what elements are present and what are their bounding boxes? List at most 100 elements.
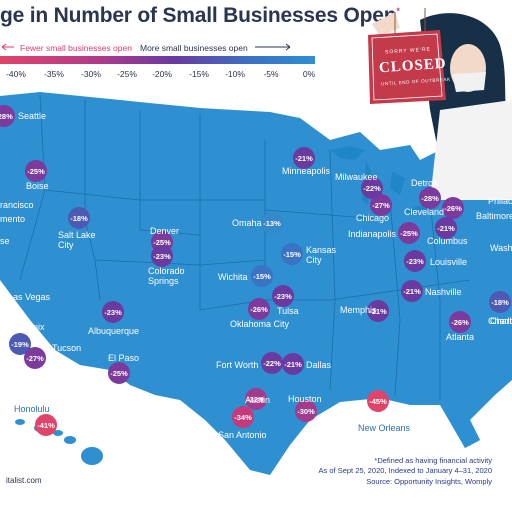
gulf <box>300 400 440 512</box>
city-label: Chicago <box>356 213 390 223</box>
city-label: Phoenix <box>12 322 45 332</box>
city-label: Tulsa <box>277 306 299 316</box>
city-value-bubble: -26% <box>248 298 270 320</box>
partial-label-charl: Charl <box>490 316 512 326</box>
city-value-bubble: -41% <box>35 414 57 436</box>
partial-label-se: se <box>0 236 10 246</box>
lake-huron <box>390 172 405 195</box>
legend-left-label: Fewer small businesses open <box>20 43 132 53</box>
footnote-line3: Source: Opportunity Insights, Womply <box>366 477 492 486</box>
legend-tick: -35% <box>44 69 64 79</box>
city-label: Memphis <box>340 305 377 315</box>
city-label: Nashville <box>425 287 462 297</box>
legend-tick: 0% <box>302 69 316 79</box>
city-label: Dallas <box>306 360 332 370</box>
city-label: Fort Worth <box>216 360 259 370</box>
florida <box>443 408 480 448</box>
lake-superior <box>330 146 365 160</box>
city-label: Albuquerque <box>88 326 140 336</box>
city-value-bubble: -26% <box>449 311 471 333</box>
legend-tick: -10% <box>225 69 245 79</box>
city-label: Honolulu <box>14 404 50 414</box>
city-label: New Orleans <box>358 423 411 433</box>
city-value-bubble: -21% <box>282 353 304 375</box>
legend-tick: -25% <box>117 69 137 79</box>
legend-colorbar <box>0 56 315 64</box>
chart-title: ge in Number of Small Businesses Open* <box>0 4 400 27</box>
city-label: Houston <box>288 394 322 404</box>
partial-label-baltimore: Baltimore <box>476 211 512 221</box>
state-borders <box>19 94 471 400</box>
city-label: Salt Lake City <box>58 230 96 250</box>
closed-sign <box>368 8 446 104</box>
city-value-bubble: -21% <box>401 280 423 302</box>
partial-label-rancisco: rancisco <box>0 200 34 210</box>
legend-tick: -15% <box>189 69 209 79</box>
city-label: Kansas City <box>306 245 337 265</box>
city-label: El Paso <box>108 353 140 363</box>
partial-label-wash: Wash <box>490 243 512 253</box>
city-value-bubble: -32% <box>245 388 267 410</box>
city-label: Louisville <box>430 257 468 267</box>
legend-right-label: More small businesses open <box>140 43 248 53</box>
city-value-bubble: -22% <box>361 177 383 199</box>
city-label: Oklahoma City <box>230 319 290 329</box>
city-value-bubble: -22% <box>261 352 283 374</box>
legend-tick: -5% <box>263 69 279 79</box>
footnote-line1: *Defined as having financial activity <box>374 456 492 465</box>
partial-label-philac: Philac <box>488 196 512 206</box>
city-value-bubble: -28% <box>0 105 15 127</box>
city-label: Omaha <box>232 218 262 228</box>
city-value-bubble: -23% <box>272 285 294 307</box>
city-label: Atlanta <box>446 332 475 342</box>
city-label: Indianapolis <box>348 229 397 239</box>
city-value-bubble: -34% <box>232 406 254 428</box>
city-value-bubble: -23% <box>404 250 426 272</box>
city-value-bubble: -25% <box>25 160 47 182</box>
city-value-bubble: -21% <box>367 300 389 322</box>
city-label: Colorado Springs <box>148 266 185 286</box>
legend-tick: -30% <box>81 69 101 79</box>
city-label: Denver <box>150 226 180 236</box>
city-label: San Antonio <box>218 430 267 440</box>
legend-tick: -20% <box>152 69 172 79</box>
city-value-bubble: -13% <box>261 212 283 234</box>
city-label: Detroit <box>411 178 438 188</box>
city-value-bubble: -26% <box>442 197 464 219</box>
city-value-bubble: -18% <box>489 291 511 313</box>
city-value-bubble: -27% <box>370 194 392 216</box>
footnote-line2: As of Sept 25, 2020, Indexed to January … <box>318 466 492 475</box>
city-value-bubble: -18% <box>68 207 90 229</box>
city-label: Minneapolis <box>282 166 331 176</box>
city-value-bubble: -21% <box>293 147 315 169</box>
right-arrow-icon <box>255 43 291 51</box>
mexico <box>0 380 265 512</box>
credit-text: italist.com <box>6 476 42 485</box>
city-value-bubble: -15% <box>281 243 303 265</box>
city-label: Charlotte <box>488 316 512 326</box>
city-label: Milwaukee <box>335 172 378 182</box>
city-label: Austin <box>245 395 271 405</box>
city-value-bubble: -25% <box>108 362 130 384</box>
city-value-bubble: -27% <box>24 347 46 369</box>
city-label: Columbus <box>427 236 468 246</box>
city-label: Tucson <box>52 343 82 353</box>
city-value-bubble: -25% <box>398 222 420 244</box>
city-value-bubble: -28% <box>419 187 441 209</box>
partial-label-tampa: Tampa <box>488 419 512 429</box>
city-value-bubble: -30% <box>295 400 317 422</box>
city-label: Boise <box>26 181 49 191</box>
city-value-bubble: -45% <box>367 390 389 412</box>
woman-illustration <box>372 12 512 200</box>
city-value-bubble: -23% <box>102 301 124 323</box>
legend-tick: -40% <box>6 69 26 79</box>
city-label: Cleveland <box>404 207 445 217</box>
city-value-bubble: -23% <box>151 245 173 267</box>
city-value-bubble: -15% <box>251 265 273 287</box>
city-value-bubble: -19% <box>9 333 31 355</box>
city-label: Wichita <box>218 272 248 282</box>
city-label: Seattle <box>18 111 47 121</box>
city-value-bubble: -21% <box>435 217 457 239</box>
city-label: Las Vegas <box>8 292 51 302</box>
left-arrow-icon <box>1 43 14 51</box>
